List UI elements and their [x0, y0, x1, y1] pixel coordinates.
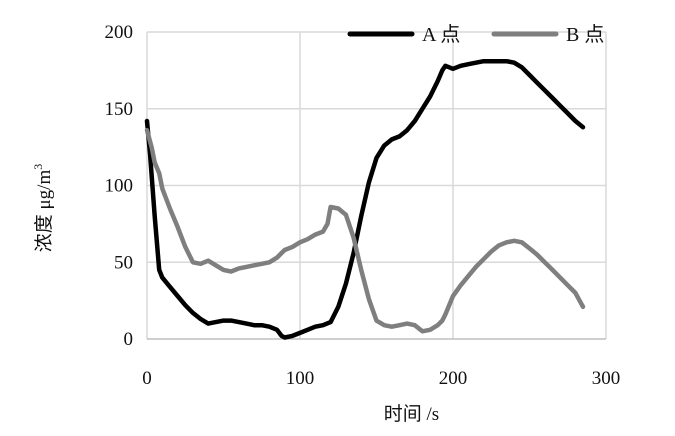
legend-label: A 点 [422, 23, 460, 46]
tick-labels: 0 50 100 150 200 0 100 200 300 [105, 22, 621, 389]
y-tick-label: 100 [105, 176, 134, 197]
x-tick-label: 0 [142, 368, 152, 389]
x-tick-label: 100 [286, 368, 315, 389]
y-axis-title-main: 浓度 μg/m [33, 170, 55, 253]
y-axis-title: 浓度 μg/m3 [31, 164, 55, 253]
x-axis-title: 时间 /s [384, 403, 439, 425]
y-tick-label: 150 [105, 99, 134, 120]
series-line [144, 58, 586, 340]
legend-label: B 点 [566, 23, 604, 46]
y-tick-label: 200 [105, 22, 134, 43]
gridlines [147, 31, 607, 339]
y-axis-title-group: 浓度 μg/m3 [31, 164, 55, 253]
axes [146, 32, 606, 340]
y-axis-title-superscript: 3 [31, 164, 45, 170]
x-tick-label: 300 [592, 368, 621, 389]
y-tick-label: 50 [114, 252, 133, 273]
series-lines [144, 58, 586, 340]
x-tick-label: 200 [439, 368, 468, 389]
series-line [144, 127, 586, 334]
y-tick-label: 0 [124, 329, 134, 350]
